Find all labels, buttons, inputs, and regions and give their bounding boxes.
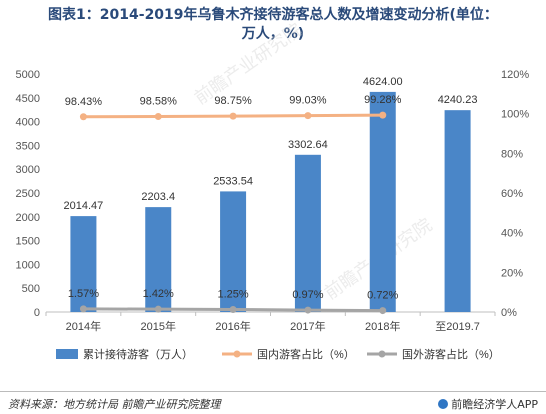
- y-left-tick-label: 4500: [16, 93, 40, 105]
- y-left-tick-label: 2000: [16, 212, 40, 224]
- bar: [145, 207, 172, 312]
- domestic-data-label: 99.03%: [289, 95, 327, 107]
- bar: [369, 91, 396, 312]
- foreign-data-label: 0.97%: [292, 289, 323, 301]
- domestic-point: [154, 112, 162, 120]
- footer: 资料来源：地方统计局 前瞻产业研究院整理 前瞻经济学人APP: [0, 391, 546, 414]
- x-tick-label: 2016年: [215, 319, 250, 333]
- y-left-tick-label: 5000: [16, 69, 40, 81]
- y-left-tick-label: 1000: [16, 259, 40, 271]
- bar: [294, 154, 321, 312]
- y-left-tick-label: 2500: [16, 188, 40, 200]
- y-right-tick-label: 20%: [501, 267, 523, 279]
- foreign-point: [154, 305, 162, 313]
- legend-label: 国内游客占比（%）: [257, 347, 355, 361]
- y-left-tick-label: 500: [22, 283, 40, 295]
- legend-swatch-bar: [56, 349, 78, 359]
- chart-title-line1: 图表1：2014-2019年乌鲁木齐接待游客总人数及增速变动分析(单位：: [48, 7, 498, 23]
- bar-data-label: 4624.00: [363, 76, 403, 88]
- domestic-point: [304, 112, 312, 120]
- domestic-data-label: 98.75%: [214, 95, 252, 107]
- foreign-data-label: 1.42%: [143, 288, 174, 300]
- chart-title-line2: 万人，%): [241, 26, 305, 42]
- y-left-tick-label: 1500: [16, 236, 40, 248]
- bar: [220, 191, 247, 312]
- foreign-data-label: 1.57%: [68, 288, 99, 300]
- foreign-point: [304, 306, 312, 314]
- legend-label: 国外游客占比（%）: [402, 347, 500, 361]
- y-left-tick-label: 4000: [16, 117, 40, 129]
- y-right-tick-label: 40%: [501, 228, 523, 240]
- bar: [444, 110, 471, 312]
- bar-data-label: 2203.4: [141, 191, 175, 203]
- foreign-data-label: 0.72%: [367, 290, 398, 302]
- brand: 前瞻经济学人APP: [438, 396, 538, 412]
- foreign-point: [229, 306, 237, 314]
- y-left-tick-label: 3000: [16, 164, 40, 176]
- x-tick-label: 2015年: [141, 319, 176, 333]
- bar-data-label: 3302.64: [288, 139, 328, 151]
- bar-data-label: 4240.23: [438, 94, 478, 106]
- domestic-point: [229, 112, 237, 120]
- domestic-point: [79, 113, 87, 121]
- foreign-data-label: 1.25%: [217, 289, 248, 301]
- domestic-data-label: 99.28%: [364, 94, 402, 106]
- y-left-tick-label: 0: [34, 307, 40, 319]
- bar-data-label: 2014.47: [64, 200, 104, 212]
- foreign-point: [379, 307, 387, 315]
- chart-title: 图表1：2014-2019年乌鲁木齐接待游客总人数及增速变动分析(单位： 万人，…: [0, 6, 546, 44]
- y-left-tick-label: 3500: [16, 140, 40, 152]
- brand-label: 前瞻经济学人APP: [451, 398, 538, 411]
- legend-label: 累计接待游客（万人）: [83, 347, 193, 361]
- y-right-tick-label: 80%: [501, 148, 523, 160]
- x-tick-label: 2018年: [365, 319, 400, 333]
- y-right-tick-label: 60%: [501, 188, 523, 200]
- domestic-data-label: 98.43%: [65, 96, 103, 108]
- legend-marker-foreign: [378, 350, 386, 358]
- brand-logo-icon: [438, 399, 449, 409]
- y-right-tick-label: 100%: [501, 109, 529, 121]
- y-right-tick-label: 120%: [501, 69, 529, 81]
- x-tick-label: 2014年: [66, 319, 101, 333]
- legend-marker-domestic: [233, 350, 241, 358]
- x-tick-label: 至2019.7: [435, 321, 480, 333]
- bar: [70, 216, 97, 312]
- source-note: 资料来源：地方统计局 前瞻产业研究院整理: [8, 398, 221, 411]
- foreign-point: [79, 305, 87, 313]
- domestic-point: [379, 111, 387, 119]
- bar-data-label: 2533.54: [213, 175, 253, 187]
- y-right-tick-label: 0%: [501, 307, 517, 319]
- x-tick-label: 2017年: [290, 319, 325, 333]
- domestic-data-label: 98.58%: [140, 95, 178, 107]
